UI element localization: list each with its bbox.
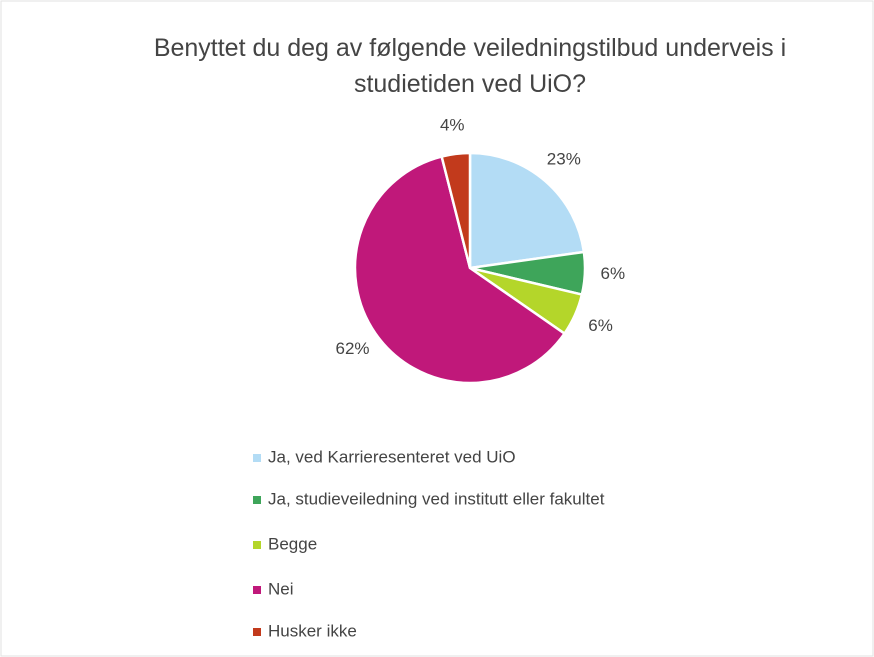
legend-swatch: [253, 541, 261, 549]
legend-swatch: [253, 586, 261, 594]
pie-slice: [440, 151, 472, 269]
legend-label: Husker ikke: [268, 621, 357, 640]
data-label: 6%: [588, 316, 613, 335]
pie-slice: [353, 155, 567, 385]
legend-label: Nei: [268, 579, 294, 598]
legend-swatch: [253, 454, 261, 462]
legend-label: Ja, ved Karrieresenteret ved UiO: [268, 447, 516, 466]
legend-label: Ja, studieveiledning ved institutt eller…: [268, 489, 605, 508]
data-label: 23%: [547, 150, 581, 169]
legend-swatch: [253, 496, 261, 504]
legend-label: Begge: [268, 534, 317, 553]
legend-swatch: [253, 628, 261, 636]
data-label: 62%: [335, 339, 369, 358]
data-label: 4%: [440, 116, 465, 135]
chart-title: Benyttet du deg av følgende veiledningst…: [153, 34, 787, 98]
data-label: 6%: [601, 264, 626, 283]
pie-slice: [468, 151, 586, 270]
